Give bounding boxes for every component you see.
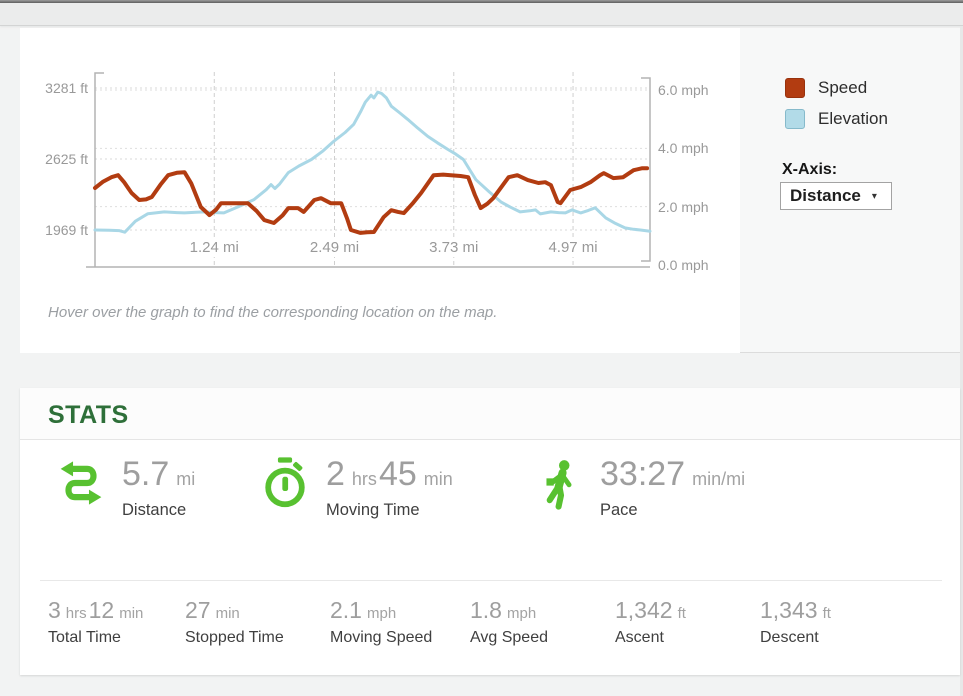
stats-primary-row: 5.7 mi Distance 2 hrs45 min Moving Time (58, 454, 747, 520)
stat-moving-speed: 2.1 mph Moving Speed (330, 597, 433, 646)
stat-distance-label: Distance (122, 501, 187, 519)
chart-section: 1.24 mi 2.49 mi 3.73 mi 4.97 mi 3281 ft 2625 … (20, 28, 960, 353)
grid-lines (95, 72, 650, 267)
stopwatch-icon (262, 456, 308, 515)
y-right-tick-label: 0.0 mph (658, 257, 709, 273)
legend-label-elevation: Elevation (818, 109, 888, 128)
y-right-tick-label: 4.0 mph (658, 140, 709, 157)
legend-item-elevation: Elevation (785, 109, 888, 129)
elevation-line (93, 90, 652, 234)
speed-swatch (785, 78, 805, 98)
stats-divider (40, 580, 942, 581)
chart-wrap[interactable]: 1.24 mi 2.49 mi 3.73 mi 4.97 mi 3281 ft 2625 … (20, 28, 740, 300)
chevron-down-icon: ▾ (871, 190, 877, 202)
speed-line (93, 166, 650, 235)
stat-avg-speed: 1.8 mph Avg Speed (470, 597, 548, 646)
elevation-speed-chart[interactable] (20, 28, 740, 300)
stat-pace-label: Pace (600, 501, 638, 519)
elevation-swatch (785, 109, 805, 129)
x-tick-label: 2.49 mi (294, 239, 375, 257)
stats-header: STATS (20, 388, 960, 440)
header-strip (0, 3, 963, 26)
y-left-tick-label: 1969 ft (45, 221, 88, 238)
legend-label-speed: Speed (818, 78, 868, 97)
stat-descent: 1,343 ft Descent (760, 597, 831, 646)
y-left-tick-label: 3281 ft (45, 80, 88, 96)
hover-hint-text: Hover over the graph to find the corresp… (48, 304, 498, 321)
y-right-tick-label: 2.0 mph (658, 198, 709, 215)
page-right-edge (960, 26, 963, 696)
x-tick-label: 4.97 mi (533, 239, 614, 257)
route-icon (58, 456, 104, 515)
stats-secondary-row: 3 hrs12 min Total Time 27 min Stopped Time … (48, 596, 833, 647)
stats-title: STATS (48, 401, 129, 429)
top-border-bar (0, 0, 963, 3)
stat-distance-value: 5.7 mi (122, 455, 196, 493)
right-axis-line (641, 77, 651, 262)
x-axis-control-label: X-Axis: (782, 161, 838, 178)
x-axis-selected-value: Distance (790, 186, 861, 205)
y-right-tick-label: 6.0 mph (658, 81, 709, 98)
stats-card: STATS 5.7 mi Distance (20, 388, 960, 675)
y-left-tick-label: 2625 ft (45, 151, 88, 167)
stat-moving-time-label: Moving Time (326, 501, 420, 519)
stat-moving-time-value: 2 hrs45 min (326, 455, 453, 493)
stat-stopped-time: 27 min Stopped Time (185, 597, 284, 646)
x-axis-select[interactable]: Distance ▾ (780, 182, 892, 210)
stat-ascent: 1,342 ft Ascent (615, 597, 686, 646)
walker-icon (540, 456, 582, 517)
stat-moving-time: 2 hrs45 min Moving Time (262, 454, 540, 520)
x-tick-label: 1.24 mi (174, 239, 255, 257)
legend-item-speed: Speed (785, 78, 867, 98)
stat-pace: 33:27 min/mi Pace (540, 454, 747, 520)
left-axis-line (94, 72, 104, 267)
legend-panel: Speed Elevation X-Axis: Distance ▾ (740, 28, 960, 353)
stat-distance: 5.7 mi Distance (58, 454, 262, 520)
chart-card: 1.24 mi 2.49 mi 3.73 mi 4.97 mi 3281 ft 2625 … (20, 28, 740, 353)
x-tick-label: 3.73 mi (413, 239, 494, 257)
stat-pace-value: 33:27 min/mi (600, 455, 746, 493)
stat-total-time: 3 hrs12 min Total Time (48, 597, 144, 646)
